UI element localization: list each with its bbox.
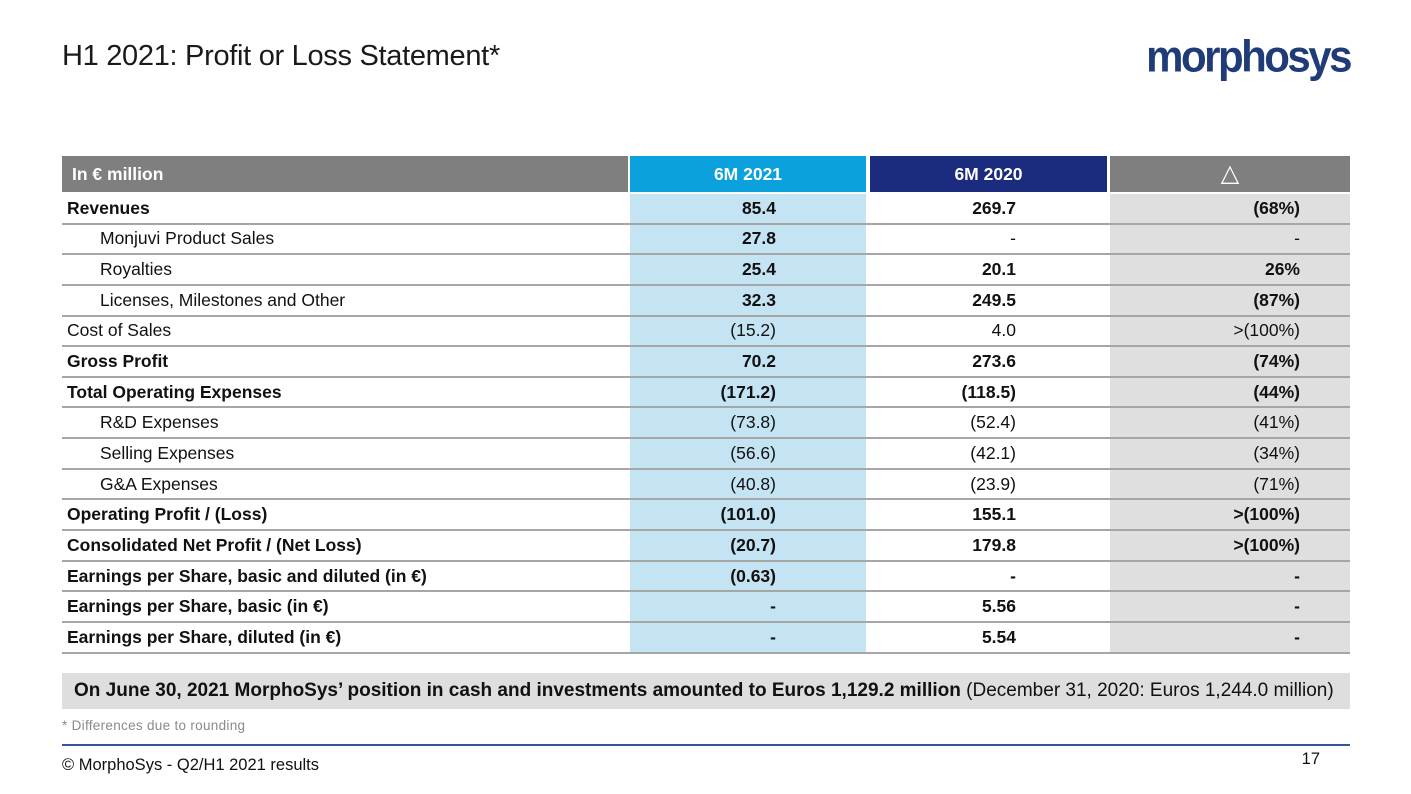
table-row: Earnings per Share, basic (in €) - 5.56 - bbox=[62, 592, 1350, 623]
row-label: R&D Expenses bbox=[100, 412, 219, 433]
value-delta: (44%) bbox=[1110, 377, 1350, 407]
header-in-eur-million: In € million bbox=[62, 156, 628, 192]
value-6m-2021: 32.3 bbox=[630, 285, 866, 315]
row-label: Earnings per Share, basic and diluted (i… bbox=[67, 565, 427, 586]
table-row: Consolidated Net Profit / (Net Loss) (20.… bbox=[62, 531, 1350, 562]
value-6m-2020: (42.1) bbox=[970, 442, 1016, 463]
note-regular-text: (December 31, 2020: Euros 1,244.0 millio… bbox=[960, 680, 1334, 701]
row-label: Cost of Sales bbox=[67, 320, 172, 341]
value-6m-2020: 249.5 bbox=[972, 289, 1016, 310]
value-6m-2020: (118.5) bbox=[961, 381, 1016, 402]
table-row: G&A Expenses (40.8) (23.9) (71%) bbox=[62, 469, 1350, 501]
value-6m-2021: 25.4 bbox=[630, 255, 866, 284]
header-delta: △ bbox=[1110, 156, 1350, 192]
table-body: Revenues 85.4 269.7 (68%) Monjuvi Product Sa… bbox=[62, 194, 1350, 654]
value-delta: >(100%) bbox=[1110, 316, 1350, 346]
value-6m-2020: (52.4) bbox=[970, 412, 1016, 433]
page-number: 17 bbox=[1301, 750, 1320, 768]
row-label: Earnings per Share, diluted (in €) bbox=[67, 626, 342, 647]
value-6m-2020: 5.54 bbox=[981, 626, 1016, 647]
value-delta: (34%) bbox=[1110, 439, 1350, 468]
table-row: Selling Expenses (56.6) (42.1) (34%) bbox=[62, 439, 1350, 470]
note-bold-text: On June 30, 2021 MorphoSys’ position in … bbox=[74, 680, 961, 701]
cash-position-note: On June 30, 2021 MorphoSys’ position in … bbox=[62, 673, 1350, 709]
value-6m-2020: 179.8 bbox=[972, 534, 1016, 555]
value-delta: (87%) bbox=[1110, 285, 1350, 315]
value-6m-2020: 5.56 bbox=[981, 596, 1016, 617]
table-row: Operating Profit / (Loss) (101.0) 155.1 >(1… bbox=[62, 500, 1350, 532]
value-delta: - bbox=[1110, 622, 1350, 652]
value-delta: - bbox=[1110, 592, 1350, 621]
value-6m-2020: 155.1 bbox=[972, 504, 1016, 525]
value-6m-2021: (40.8) bbox=[630, 469, 866, 499]
value-6m-2021: 70.2 bbox=[630, 347, 866, 376]
value-delta: 26% bbox=[1110, 255, 1350, 284]
value-6m-2021: - bbox=[630, 622, 866, 652]
value-6m-2021: 85.4 bbox=[630, 194, 866, 223]
value-delta: >(100%) bbox=[1110, 500, 1350, 530]
table-row: R&D Expenses (73.8) (52.4) (41%) bbox=[62, 408, 1350, 440]
value-delta: - bbox=[1110, 224, 1350, 254]
value-6m-2020: - bbox=[1010, 565, 1016, 586]
value-6m-2021: (171.2) bbox=[630, 377, 866, 407]
delta-triangle-icon: △ bbox=[1220, 160, 1240, 187]
value-6m-2021: (73.8) bbox=[630, 408, 866, 438]
table-row: Total Operating Expenses (171.2) (118.5) (4… bbox=[62, 377, 1350, 409]
value-6m-2021: (20.7) bbox=[630, 531, 866, 560]
header-6m-2021: 6M 2021 bbox=[630, 156, 866, 192]
footer-copyright: © MorphoSys - Q2/H1 2021 results bbox=[62, 756, 320, 774]
value-6m-2021: (0.63) bbox=[630, 561, 866, 591]
value-delta: (74%) bbox=[1110, 347, 1350, 376]
header-6m-2020: 6M 2020 bbox=[870, 156, 1107, 192]
rounding-footnote: * Differences due to rounding bbox=[62, 718, 246, 733]
value-6m-2021: (56.6) bbox=[630, 439, 866, 468]
table-row: Royalties 25.4 20.1 26% bbox=[62, 255, 1350, 286]
value-6m-2021: (101.0) bbox=[630, 500, 866, 530]
row-label: Operating Profit / (Loss) bbox=[67, 504, 268, 525]
profit-loss-table: In € million 6M 2021 6M 2020 △ Revenues 8… bbox=[62, 156, 1350, 654]
row-label: Earnings per Share, basic (in €) bbox=[67, 596, 329, 617]
row-label: Monjuvi Product Sales bbox=[100, 228, 275, 249]
table-row: Earnings per Share, basic and diluted (i… bbox=[62, 561, 1350, 593]
row-label: Selling Expenses bbox=[100, 442, 235, 463]
value-6m-2020: 20.1 bbox=[981, 259, 1016, 280]
table-row: Monjuvi Product Sales 27.8 - - bbox=[62, 224, 1350, 256]
value-6m-2020: (23.9) bbox=[970, 473, 1016, 494]
table-row: Licenses, Milestones and Other 32.3 249.5 (… bbox=[62, 285, 1350, 317]
row-label: Licenses, Milestones and Other bbox=[100, 289, 346, 310]
value-delta: (68%) bbox=[1110, 194, 1350, 223]
value-6m-2021: (15.2) bbox=[630, 316, 866, 346]
row-label: Revenues bbox=[67, 197, 150, 218]
footer-divider bbox=[62, 744, 1350, 746]
page-title: H1 2021: Profit or Loss Statement* bbox=[62, 40, 500, 72]
value-delta: (71%) bbox=[1110, 469, 1350, 499]
row-label: Royalties bbox=[100, 259, 172, 280]
value-6m-2020: 273.6 bbox=[972, 351, 1016, 372]
row-label: G&A Expenses bbox=[100, 473, 218, 494]
table-row: Earnings per Share, diluted (in €) - 5.54 - bbox=[62, 622, 1350, 654]
value-6m-2021: 27.8 bbox=[630, 224, 866, 254]
value-6m-2020: 4.0 bbox=[991, 320, 1016, 341]
value-delta: (41%) bbox=[1110, 408, 1350, 438]
value-6m-2020: - bbox=[1010, 228, 1016, 249]
value-6m-2020: 269.7 bbox=[972, 197, 1016, 218]
morphosys-logo: morphosys bbox=[1146, 31, 1352, 82]
value-6m-2021: - bbox=[630, 592, 866, 621]
table-row: Cost of Sales (15.2) 4.0 >(100%) bbox=[62, 316, 1350, 348]
value-delta: - bbox=[1110, 561, 1350, 591]
table-row: Revenues 85.4 269.7 (68%) bbox=[62, 194, 1350, 225]
row-label: Gross Profit bbox=[67, 351, 169, 372]
value-delta: >(100%) bbox=[1110, 531, 1350, 560]
row-label: Consolidated Net Profit / (Net Loss) bbox=[67, 534, 362, 555]
table-row: Gross Profit 70.2 273.6 (74%) bbox=[62, 347, 1350, 378]
table-header-row: In € million 6M 2021 6M 2020 △ bbox=[62, 156, 1350, 192]
row-label: Total Operating Expenses bbox=[67, 381, 282, 402]
